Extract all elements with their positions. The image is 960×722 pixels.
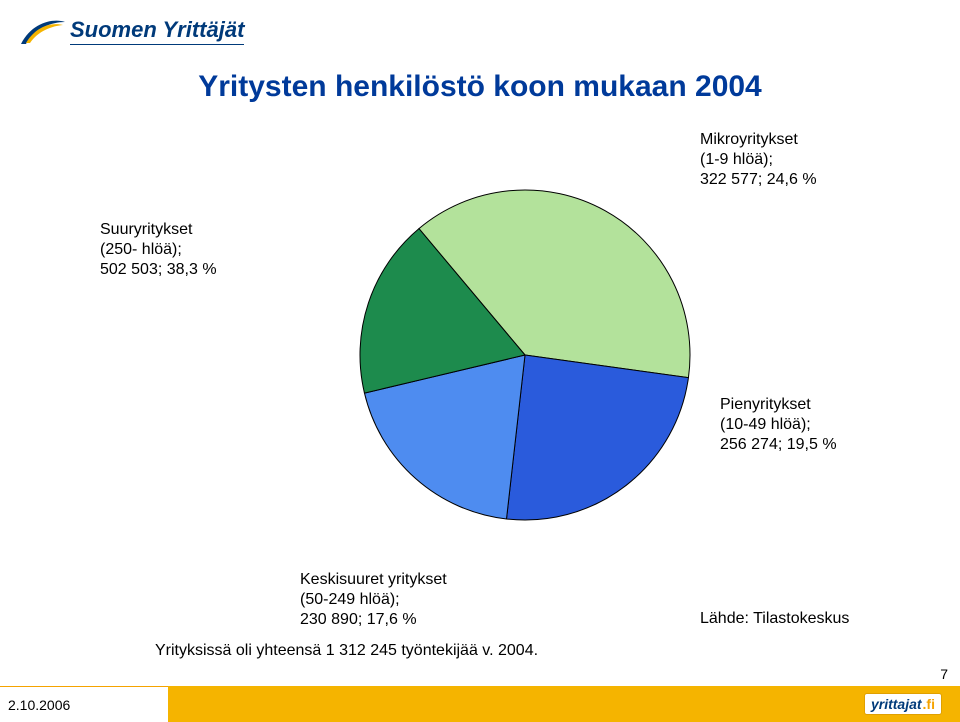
footer: 2.10.2006 yrittajat.fi [0, 686, 960, 722]
page-number: 7 [940, 666, 948, 682]
slide: Suomen Yrittäjät Yritysten henkilöstö ko… [0, 0, 960, 722]
slice-label-keskisuuret: Keskisuuret yritykset(50-249 hlöä);230 8… [300, 570, 447, 630]
logo-text: Suomen Yrittäjät [70, 17, 244, 45]
footnote: Yrityksissä oli yhteensä 1 312 245 työnt… [155, 642, 538, 660]
footer-date: 2.10.2006 [0, 686, 168, 722]
brand-logo: Suomen Yrittäjät [20, 16, 244, 46]
pie-slice-mikroyritykset [506, 355, 688, 520]
pie-chart [0, 140, 960, 620]
page-title: Yritysten henkilöstö koon mukaan 2004 [0, 70, 960, 104]
logo-swoosh-icon [20, 16, 66, 46]
slice-label-mikroyritykset: Mikroyritykset(1-9 hlöä);322 577; 24,6 % [700, 130, 817, 190]
footer-brand-text: yrittajat [871, 696, 922, 712]
slice-label-suuryritykset: Suuryritykset(250- hlöä);502 503; 38,3 % [100, 220, 217, 280]
footer-brand-logo: yrittajat.fi [864, 693, 942, 715]
source-note: Lähde: Tilastokeskus [700, 610, 849, 628]
slice-label-pienyritykset: Pienyritykset(10-49 hlöä);256 274; 19,5 … [720, 395, 837, 455]
footer-orange: yrittajat.fi [168, 686, 960, 722]
pie-svg [350, 180, 700, 530]
footer-brand-suffix: .fi [923, 696, 935, 712]
